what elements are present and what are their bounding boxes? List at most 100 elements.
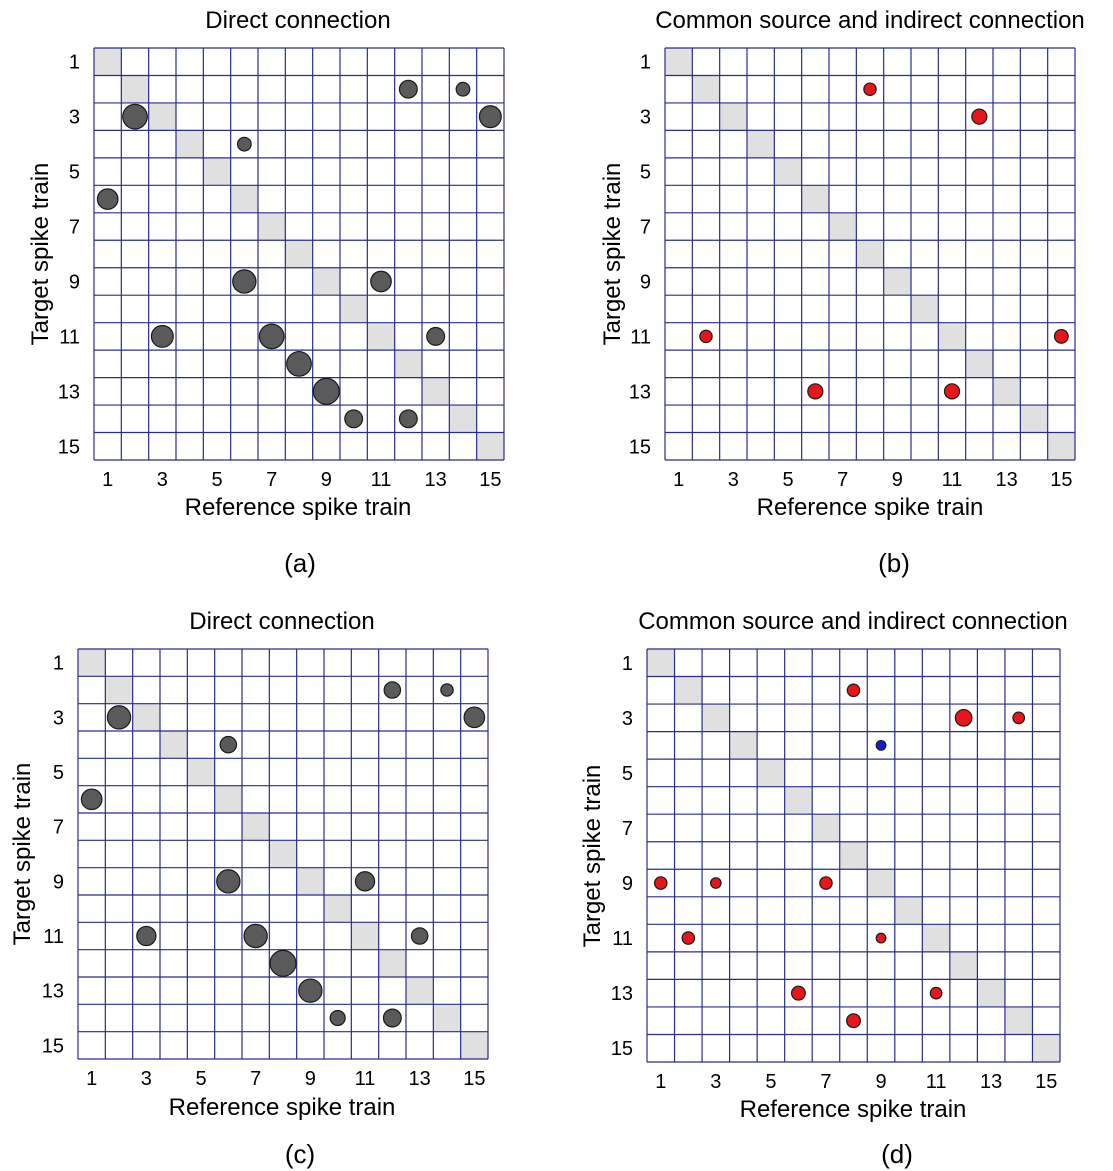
diagonal-cells	[78, 649, 488, 1059]
diagonal-cell	[1047, 432, 1075, 460]
x-tick-label: 1	[655, 1071, 666, 1093]
y-tick-label: 1	[640, 52, 651, 74]
x-tick-label: 5	[195, 1068, 206, 1090]
diagonal-cell	[856, 240, 884, 268]
diagonal-cell	[719, 102, 747, 131]
y-tick-label: 11	[630, 326, 651, 348]
diagonal-cell	[160, 731, 188, 759]
data-point	[846, 683, 861, 698]
x-tick-label: 15	[1035, 1071, 1057, 1093]
x-axis-label: Reference spike train	[185, 494, 412, 521]
diagonal-cell	[351, 922, 379, 950]
y-axis-label: Target spike train	[27, 163, 54, 346]
diagonal-cell	[729, 731, 758, 760]
y-tick-label: 13	[58, 381, 80, 403]
chart-title: Direct connection	[205, 7, 390, 34]
y-tick-label: 3	[640, 107, 651, 129]
panel-label: (d)	[881, 1139, 913, 1169]
y-tick-label: 5	[622, 763, 633, 785]
data-point	[807, 383, 824, 400]
diagonal-cell	[702, 704, 730, 732]
diagonal-cell	[476, 432, 504, 460]
x-tick-label: 3	[728, 469, 739, 491]
markers	[653, 683, 1026, 1029]
panel-label: (b)	[878, 548, 910, 578]
diagonal-cell	[78, 649, 106, 677]
panel-label: (c)	[285, 1139, 315, 1169]
diagonal-cell	[433, 1004, 461, 1032]
x-tick-label: 5	[782, 469, 793, 491]
diagonal-cell	[922, 924, 950, 952]
x-tick-label: 3	[710, 1071, 721, 1093]
diagonal-cell	[367, 322, 395, 351]
y-tick-label: 9	[622, 873, 633, 895]
y-tick-label: 1	[53, 653, 64, 675]
diagonal-cell	[1004, 1006, 1033, 1035]
y-tick-label: 7	[640, 217, 651, 239]
x-tick-label: 13	[409, 1068, 431, 1090]
y-tick-label: 3	[69, 107, 80, 129]
diagonal-cell	[977, 979, 1005, 1007]
data-point	[943, 383, 961, 400]
x-tick-label: 13	[980, 1071, 1002, 1093]
y-axis-label: Target spike train	[9, 763, 36, 946]
data-point	[819, 876, 833, 890]
diagonal-cell	[94, 48, 122, 76]
diagonal-cell	[911, 295, 939, 323]
x-tick-label: 11	[355, 1068, 376, 1090]
diagonal-cell	[187, 758, 215, 786]
data-point	[463, 706, 486, 729]
x-tick-labels: 1 3 5 7 9 11 13 15	[86, 1068, 485, 1090]
x-tick-label: 15	[479, 469, 501, 491]
x-tick-label: 7	[837, 469, 848, 491]
grid-lines	[93, 47, 505, 461]
y-tick-label: 15	[58, 436, 80, 458]
data-point	[150, 324, 174, 348]
diagonal-cells	[647, 649, 1060, 1062]
y-axis-label: Target spike train	[599, 163, 626, 346]
data-point	[1012, 711, 1026, 725]
chart-title: Common source and indirect connection	[638, 608, 1068, 635]
x-tick-label: 9	[321, 469, 332, 491]
data-point	[971, 108, 988, 125]
diagonal-cell	[269, 840, 297, 868]
data-point	[106, 705, 132, 730]
diagonal-cells	[94, 48, 504, 460]
diagonal-cell	[214, 785, 242, 813]
diagonal-cell	[105, 676, 133, 704]
x-axis-label: Reference spike train	[757, 494, 984, 521]
data-point	[790, 985, 806, 1001]
diagonal-cell	[839, 841, 868, 870]
y-tick-label: 11	[43, 926, 64, 948]
y-tick-label: 15	[42, 1035, 64, 1057]
diagonal-cell	[230, 185, 258, 213]
y-tick-label: 5	[53, 762, 64, 784]
panel-c: Direct connection 1 3 5 7 9 11 13 15 1357911131…	[9, 608, 489, 1169]
data-point	[875, 739, 887, 751]
x-tick-label: 11	[371, 469, 392, 491]
grid-lines	[646, 648, 1061, 1063]
diagonal-cell	[242, 813, 270, 841]
data-point	[929, 986, 943, 1000]
diagonal-cell	[132, 703, 160, 731]
x-tick-label: 15	[1050, 469, 1072, 491]
data-point	[398, 79, 418, 99]
data-point	[122, 103, 148, 130]
data-point	[329, 1009, 346, 1027]
data-point	[286, 350, 312, 377]
data-point	[681, 931, 696, 945]
data-point	[243, 923, 268, 949]
x-tick-label: 9	[305, 1068, 316, 1090]
diagonal-cell	[324, 895, 352, 923]
x-tick-label: 3	[141, 1068, 152, 1090]
diagonal-cell	[312, 267, 340, 296]
y-tick-label: 9	[53, 871, 64, 893]
diagonal-cell	[801, 185, 829, 213]
data-point	[344, 409, 364, 429]
data-point	[954, 708, 973, 727]
x-tick-label: 9	[892, 469, 903, 491]
diagonal-cell	[692, 75, 720, 103]
diagonal-cell	[883, 267, 911, 296]
